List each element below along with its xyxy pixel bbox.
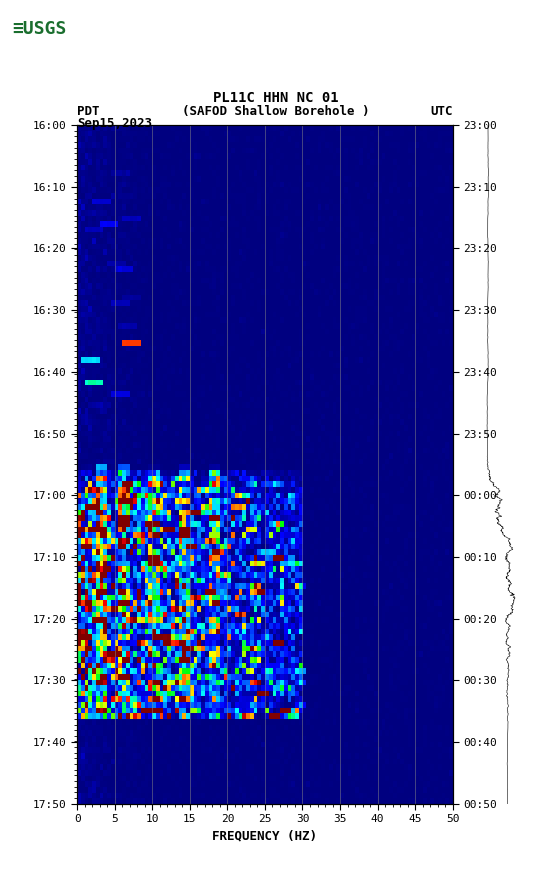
Text: Sep15,2023: Sep15,2023 xyxy=(77,117,152,129)
X-axis label: FREQUENCY (HZ): FREQUENCY (HZ) xyxy=(213,830,317,843)
Text: PL11C HHN NC 01: PL11C HHN NC 01 xyxy=(213,91,339,105)
Text: ≡USGS: ≡USGS xyxy=(12,20,67,38)
Text: (SAFOD Shallow Borehole ): (SAFOD Shallow Borehole ) xyxy=(182,105,370,118)
Text: PDT: PDT xyxy=(77,105,100,118)
Text: UTC: UTC xyxy=(430,105,453,118)
